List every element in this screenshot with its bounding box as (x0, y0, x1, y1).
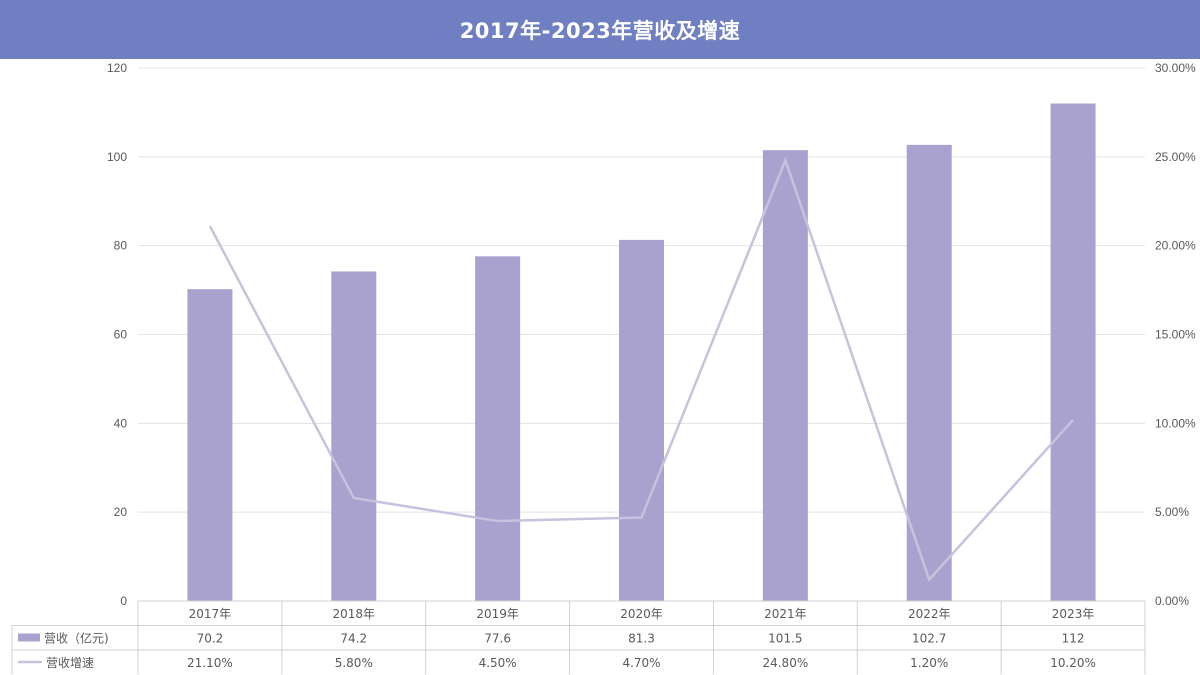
data-label: 101.5 (768, 632, 802, 646)
x-tick-label: 2022年 (908, 607, 951, 621)
right-y-tick-label: 15.00% (1155, 328, 1196, 342)
data-label: 102.7 (912, 632, 946, 646)
right-y-tick-label: 0.00% (1155, 594, 1189, 608)
data-label: 4.50% (479, 656, 517, 670)
line-series (208, 156, 1075, 583)
right-y-axis-ticks: 0.00% 5.00% 10.00% 15.00% 20.00% 25.00% 30.00% (1155, 61, 1196, 608)
data-label: 4.70% (622, 656, 660, 670)
growth-line (208, 156, 1075, 583)
x-tick-label: 2023年 (1052, 607, 1095, 621)
right-y-tick-label: 30.00% (1155, 61, 1196, 75)
bar (619, 239, 664, 601)
data-label: 112 (1062, 632, 1085, 646)
data-label: 21.10% (187, 656, 233, 670)
bar-series (187, 103, 1096, 602)
data-label: 81.3 (628, 632, 655, 646)
left-y-tick-label: 120 (107, 61, 127, 75)
bar (906, 144, 952, 602)
data-label: 74.2 (340, 632, 367, 646)
bar (187, 289, 233, 601)
left-y-tick-label: 40 (114, 416, 128, 430)
x-tick-label: 2020年 (620, 607, 663, 621)
right-y-tick-label: 20.00% (1155, 239, 1196, 253)
legend-label-revenue: 营收（亿元) (44, 631, 109, 646)
left-y-axis-ticks: 0 20 40 60 80 100 120 (107, 61, 127, 608)
data-label: 70.2 (197, 632, 224, 646)
legend-label-growth: 营收增速 (46, 656, 94, 670)
left-y-tick-label: 80 (114, 239, 128, 253)
left-y-tick-label: 100 (107, 150, 127, 164)
data-label: 77.6 (484, 632, 511, 646)
data-label: 10.20% (1050, 656, 1096, 670)
x-tick-label: 2021年 (764, 607, 807, 621)
right-y-tick-label: 5.00% (1155, 505, 1189, 519)
bar (1050, 103, 1096, 602)
x-tick-label: 2017年 (189, 607, 232, 621)
data-label: 24.80% (762, 656, 808, 670)
left-y-tick-label: 60 (114, 328, 128, 342)
bar (762, 150, 808, 601)
bar (475, 256, 521, 601)
data-table: 2017年 2018年 2019年 2020年 2021年 2022年 2023年营收（亿元… (11, 600, 1146, 675)
left-y-tick-label: 20 (114, 505, 128, 519)
right-y-tick-label: 25.00% (1155, 150, 1196, 164)
x-tick-label: 2018年 (333, 607, 376, 621)
right-y-tick-label: 10.00% (1155, 416, 1196, 430)
legend-swatch-bar (18, 633, 40, 642)
chart-title: 2017年-2023年营收及增速 (0, 0, 1200, 59)
x-tick-label: 2019年 (476, 607, 519, 621)
data-label: 1.20% (910, 656, 948, 670)
left-y-tick-label: 0 (120, 594, 127, 608)
data-label: 5.80% (335, 656, 373, 670)
bar (331, 271, 377, 601)
